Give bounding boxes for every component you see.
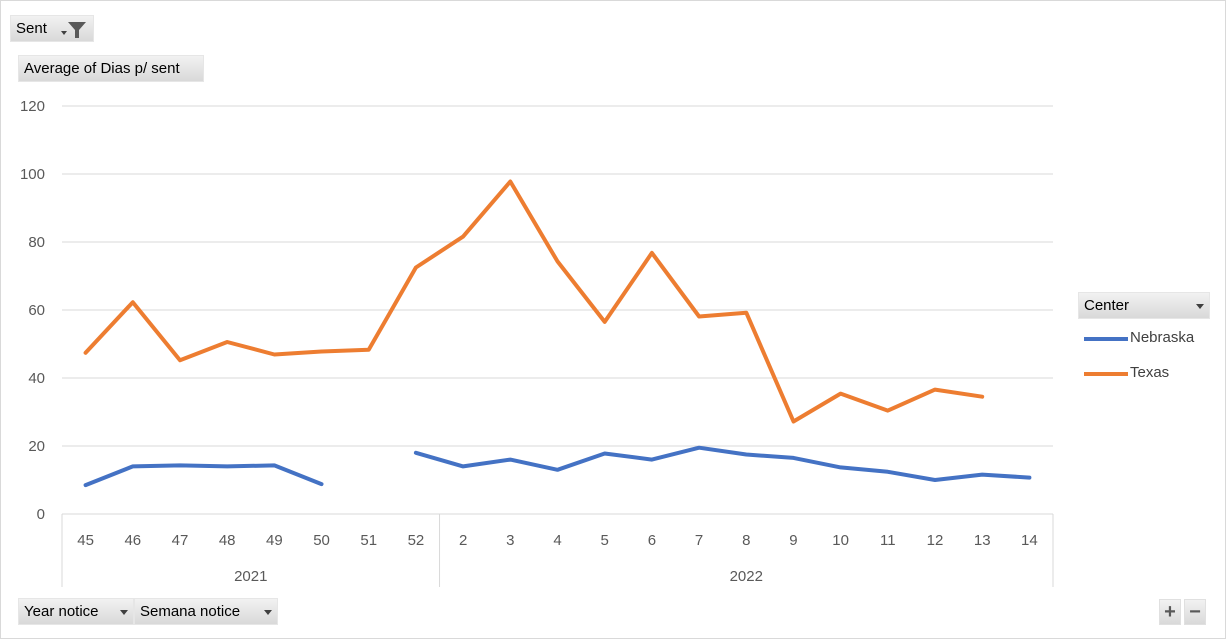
legend-label-texas: Texas [1130,364,1170,381]
x-tick-label: 11 [880,532,896,549]
legend-swatch-texas [1084,372,1128,376]
value-field-button[interactable]: Average of Dias p/ sent [18,55,204,82]
x-tick-label: 3 [506,532,514,549]
series-line-nebraska [83,463,324,488]
legend-title: Center [1084,297,1130,314]
expand-field-button[interactable]: + [1159,599,1181,625]
x-tick-label: 9 [789,532,797,549]
semana-notice-label: Semana notice [140,603,241,620]
collapse-field-button[interactable]: − [1184,599,1206,625]
y-tick-label: 0 [37,506,45,523]
x-tick-label: 10 [832,532,849,549]
x-group-label: 2022 [730,568,763,585]
x-tick-label: 52 [408,532,425,549]
semana-notice-button[interactable]: Semana notice [134,598,278,625]
x-tick-label: 49 [266,532,283,549]
dropdown-arrow-icon [120,610,128,615]
y-tick-label: 40 [28,370,45,387]
x-tick-label: 46 [124,532,141,549]
x-tick-label: 4 [553,532,561,549]
x-tick-label: 6 [648,532,656,549]
sent-filter-button[interactable]: Sent [10,15,94,42]
x-tick-label: 47 [172,532,189,549]
sent-filter-label: Sent [16,20,47,37]
legend-item-nebraska: Nebraska [1084,329,1214,349]
x-tick-label: 14 [1021,532,1038,549]
legend-item-texas: Texas [1084,364,1214,384]
x-tick-label: 5 [601,532,609,549]
x-tick-label: 8 [742,532,750,549]
year-notice-label: Year notice [24,603,99,620]
x-tick-label: 2 [459,532,467,549]
x-tick-label: 12 [927,532,944,549]
value-field-label: Average of Dias p/ sent [24,60,180,77]
x-group-label: 2021 [234,568,267,585]
legend-field-button[interactable]: Center [1078,292,1210,319]
y-tick-label: 100 [20,166,45,183]
x-tick-label: 48 [219,532,236,549]
dropdown-arrow-icon [61,31,67,35]
year-notice-button[interactable]: Year notice [18,598,134,625]
legend-swatch-nebraska [1084,337,1128,341]
series-lines [83,179,1032,488]
x-tick-label: 51 [360,532,377,549]
dropdown-arrow-icon [264,610,272,615]
x-tick-label: 45 [77,532,94,549]
x-tick-label: 7 [695,532,703,549]
series-line-nebraska [413,445,1032,482]
x-tick-label: 50 [313,532,330,549]
filter-icon [68,22,86,38]
gridlines [62,105,1053,515]
dropdown-arrow-icon [1196,304,1204,309]
y-tick-label: 20 [28,438,45,455]
y-tick-label: 60 [28,302,45,319]
x-tick-label: 13 [974,532,991,549]
y-axis-ticks: 0 20 40 60 80 100 120 [20,98,45,523]
series-line-texas [83,179,985,424]
y-tick-label: 120 [20,98,45,115]
legend-label-nebraska: Nebraska [1130,329,1195,346]
y-tick-label: 80 [28,234,45,251]
